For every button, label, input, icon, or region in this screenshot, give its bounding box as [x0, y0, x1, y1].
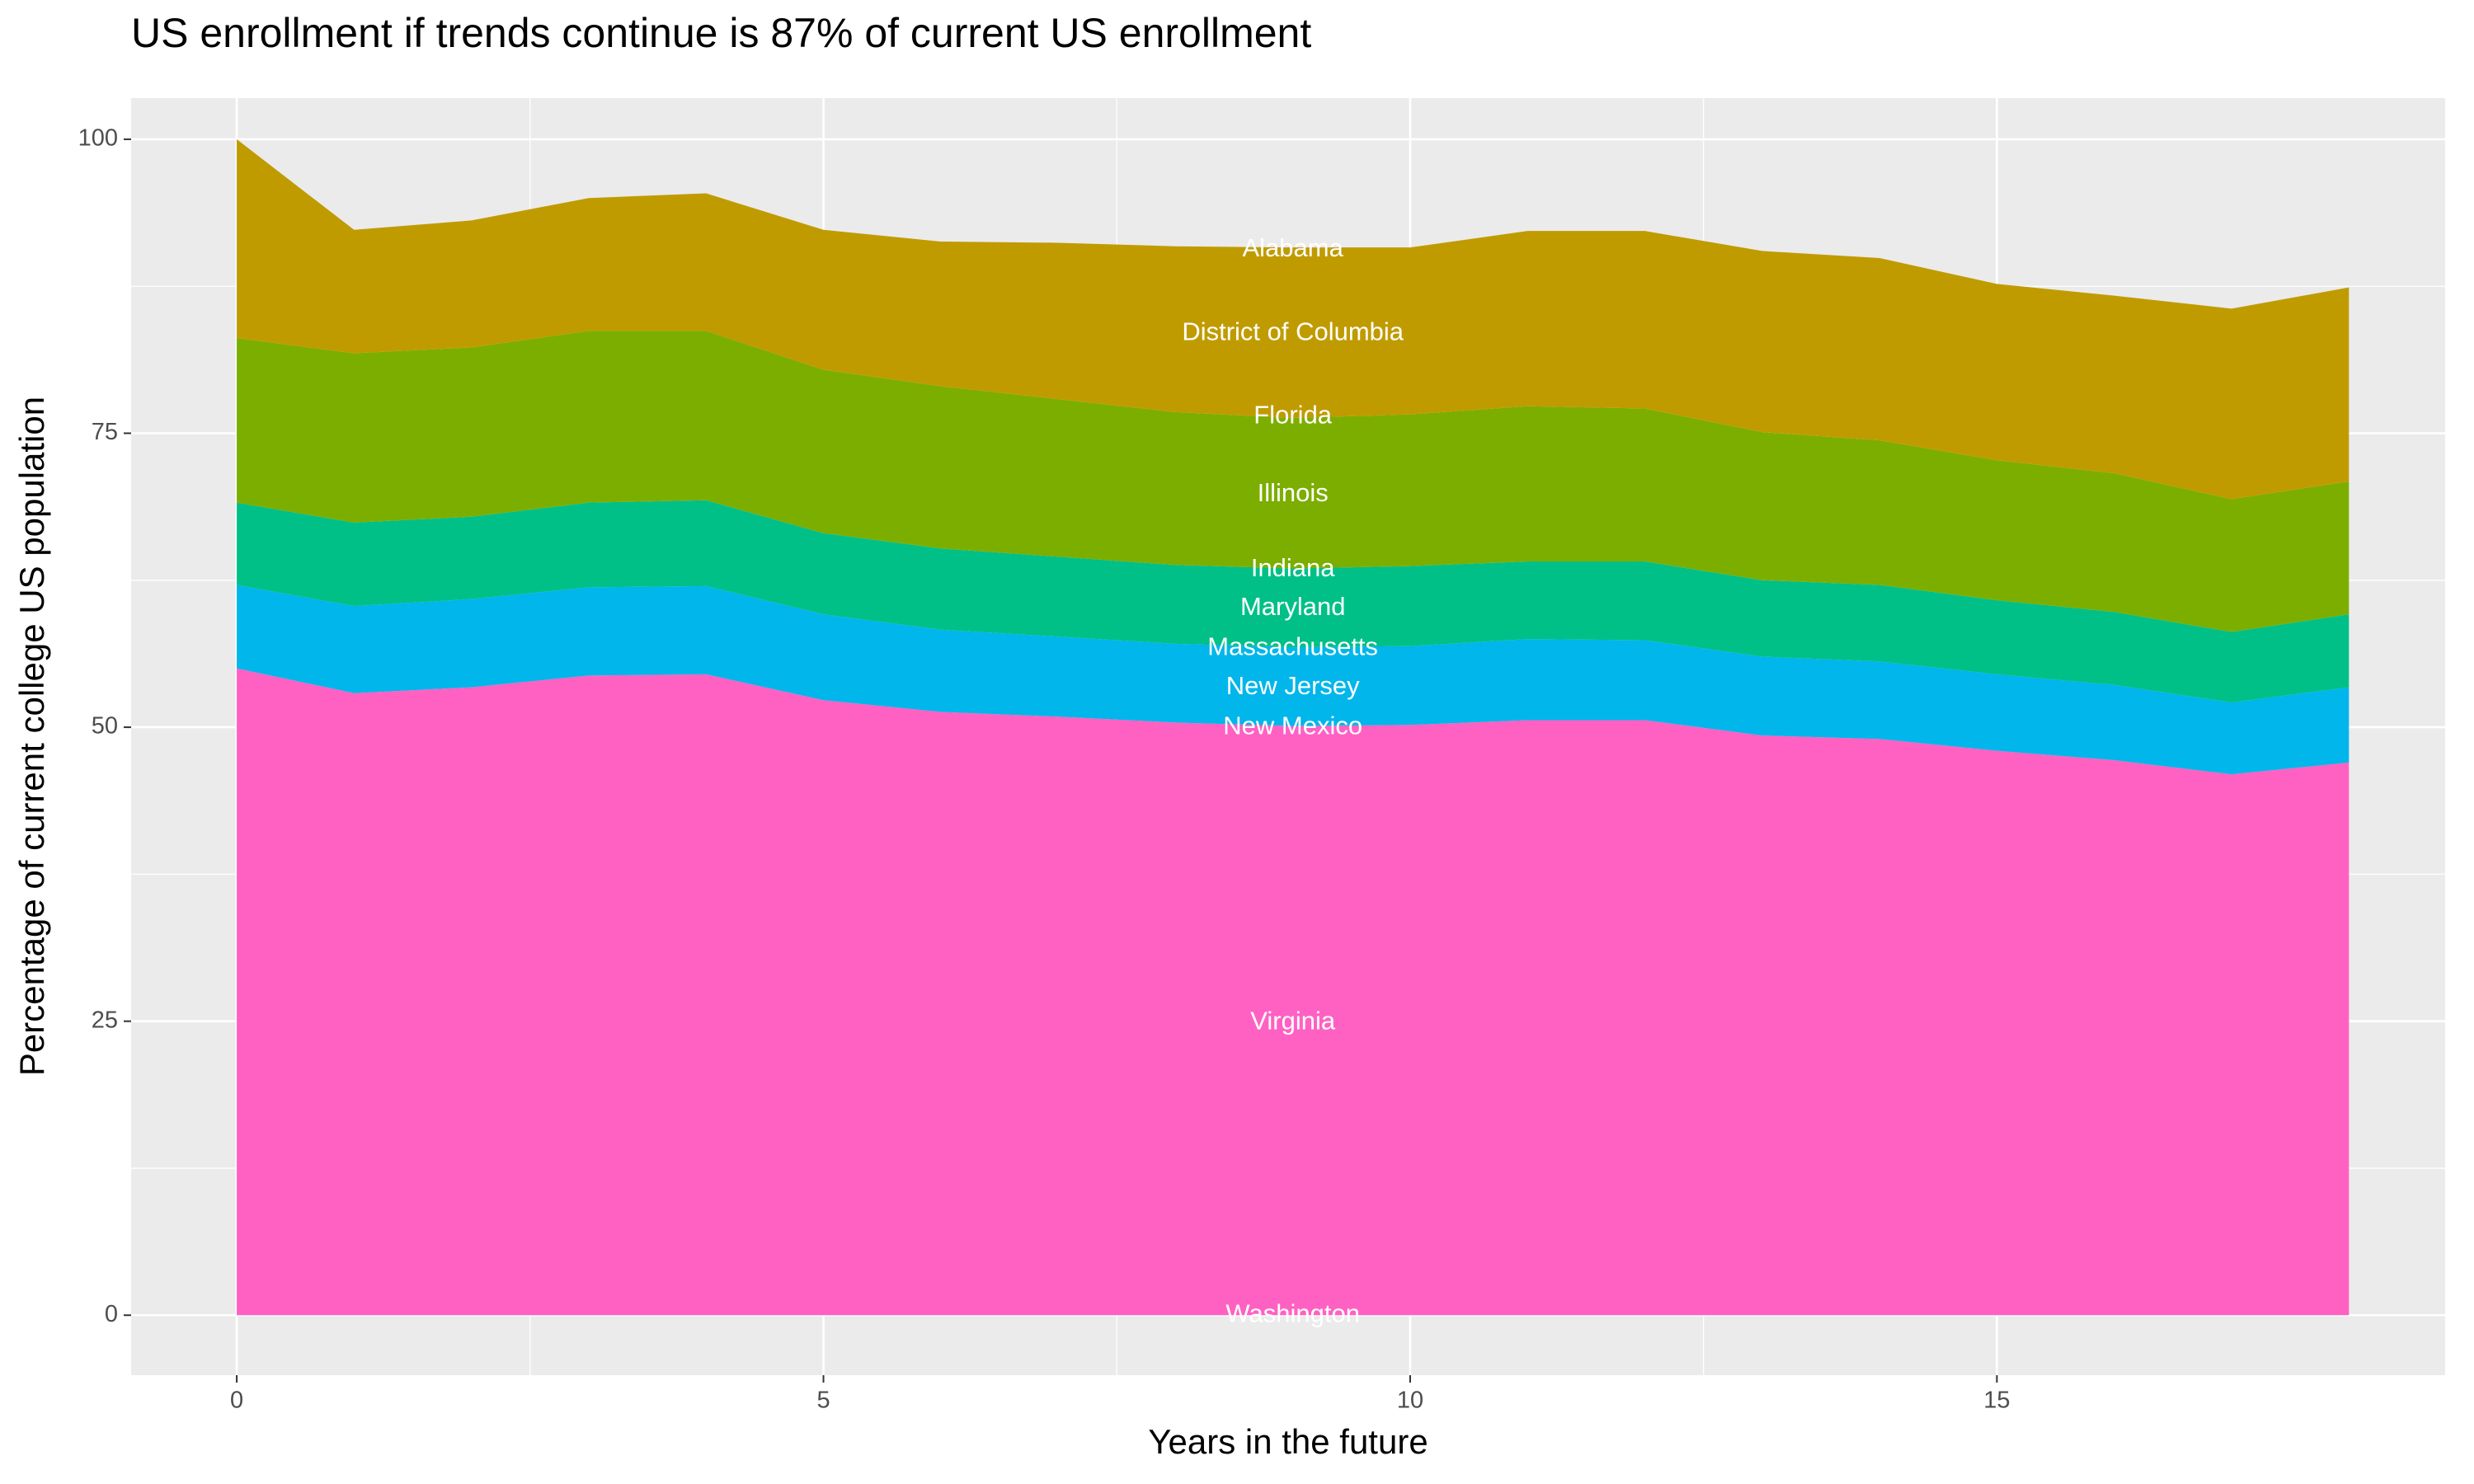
x-tick-label: 15	[1983, 1388, 2010, 1414]
annotation: District of Columbia	[1182, 317, 1404, 345]
area	[237, 331, 2349, 632]
area	[237, 668, 2349, 1316]
y-tick-label: 75	[92, 419, 118, 445]
y-tick-label: 100	[78, 125, 118, 152]
x-tick-label: 0	[230, 1388, 243, 1414]
annotation: Virginia	[1250, 1006, 1336, 1035]
x-tick-label: 5	[816, 1388, 830, 1414]
area	[237, 585, 2349, 775]
y-tick-label: 50	[92, 713, 118, 740]
annotation: Maryland	[1240, 592, 1346, 621]
y-axis-title: Percentage of current college US populat…	[12, 397, 51, 1076]
annotation: Florida	[1253, 401, 1333, 430]
annotation: New Mexico	[1223, 711, 1362, 740]
x-axis-title: Years in the future	[1148, 1422, 1427, 1461]
chart-title: US enrollment if trends continue is 87% …	[131, 10, 1311, 56]
annotation: Alabama	[1243, 233, 1344, 262]
annotation: Massachusetts	[1207, 632, 1378, 661]
annotation: Illinois	[1258, 478, 1329, 507]
annotation: Washington	[1225, 1298, 1360, 1327]
area	[237, 139, 2349, 500]
x-tick-label: 10	[1397, 1388, 1423, 1414]
annotation: Indiana	[1251, 553, 1335, 582]
y-tick-label: 0	[105, 1301, 118, 1327]
y-tick-label: 25	[92, 1007, 118, 1033]
area	[237, 500, 2349, 703]
annotation: New Jersey	[1226, 671, 1360, 700]
